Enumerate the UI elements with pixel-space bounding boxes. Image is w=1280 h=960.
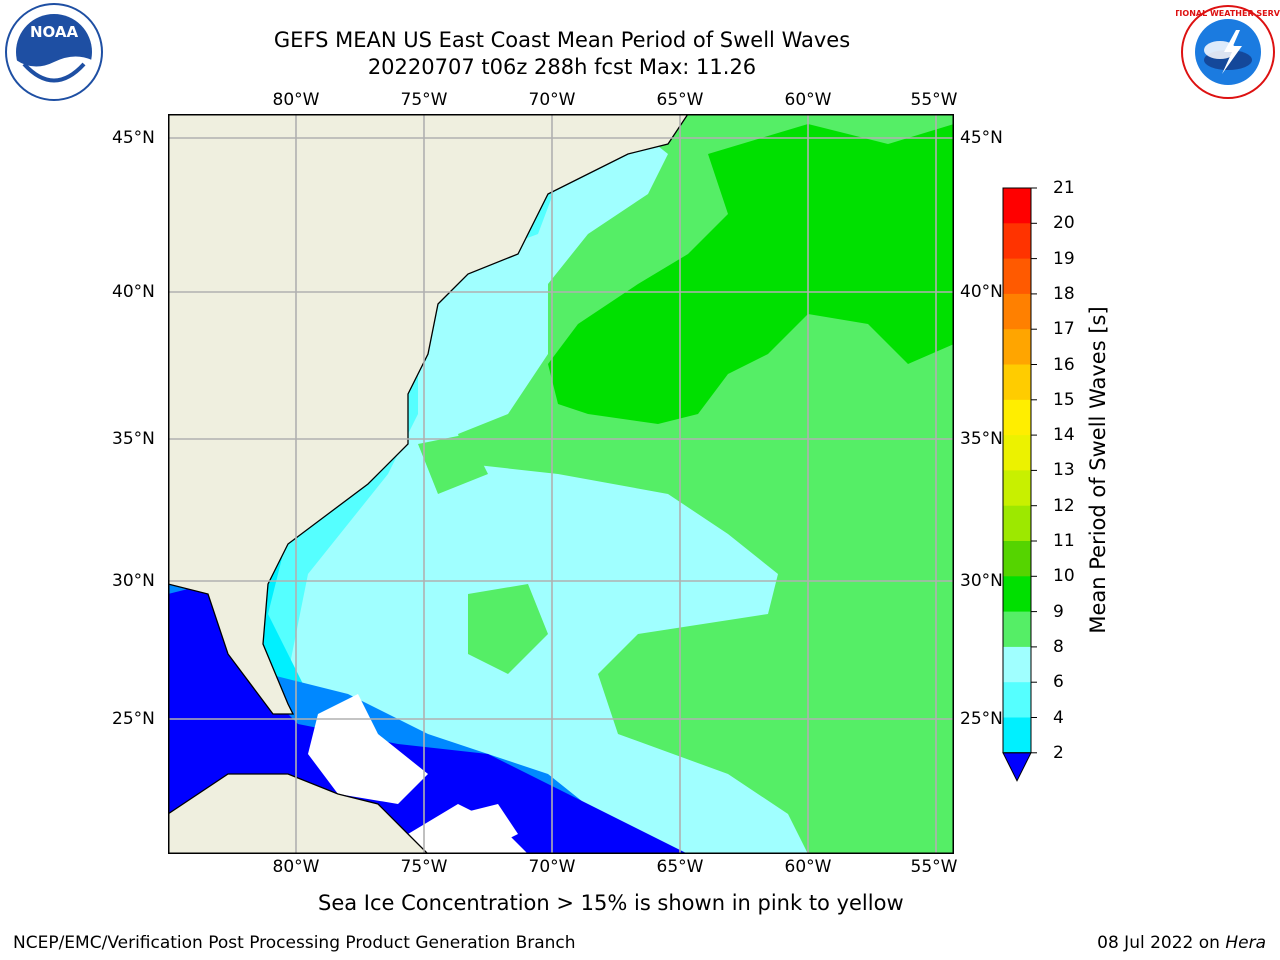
lon-label-top: 80°W [272,90,320,110]
lon-label-top: 75°W [400,90,448,110]
colorbar-band [1003,611,1031,648]
colorbar-tick-label: 11 [1053,531,1075,551]
colorbar-tick-label: 16 [1053,354,1075,375]
colorbar-band [1003,646,1031,683]
lon-label-bottom: 55°W [910,857,958,877]
colorbar-band [1003,399,1031,436]
colorbar-tick-label: 4 [1053,707,1064,728]
lat-label-right: 25°N [960,709,1003,729]
colorbar-tick-label: 9 [1053,601,1064,622]
colorbar-band [1003,364,1031,401]
colorbar-tick-label: 18 [1053,283,1075,304]
lat-label-left: 45°N [112,128,155,148]
colorbar-band [1003,329,1031,365]
colorbar-band [1003,505,1031,542]
footer-date: 08 Jul 2022 on Hera [1097,933,1266,953]
nws-logo-icon[interactable]: NATIONAL WEATHER SERVICE [1176,2,1280,102]
colorbar-band [1003,293,1031,330]
lat-label-left: 35°N [112,429,155,449]
lon-label-top: 60°W [784,90,832,110]
colorbar-tick-label: 15 [1053,389,1075,410]
swell-period-10-11-region [548,124,954,424]
footer-host: Hera [1225,933,1266,953]
footer-credit: NCEP/EMC/Verification Post Processing Pr… [13,933,576,953]
lon-label-bottom: 70°W [528,857,576,877]
colorbar-tick-label: 20 [1053,213,1075,234]
colorbar-tick-label: 21 [1053,178,1075,198]
lat-label-left: 40°N [112,282,155,302]
colorbar-label: Mean Period of Swell Waves [s] [1086,306,1110,634]
lat-label-right: 35°N [960,429,1003,449]
swell-period-map[interactable] [168,114,954,854]
colorbar-band [1003,188,1031,224]
lon-label-bottom: 60°W [784,857,832,877]
colorbar-band [1003,435,1031,471]
lat-label-right: 40°N [960,282,1003,302]
colorbar-tick-label: 17 [1053,319,1075,340]
footer-date-text: 08 Jul 2022 on [1097,933,1226,953]
lat-label-left: 25°N [112,709,155,729]
colorbar-extension [1002,752,1032,782]
colorbar-tick-label: 19 [1053,248,1075,269]
chart-title: GEFS MEAN US East Coast Mean Period of S… [273,28,851,52]
colorbar-tick-label: 14 [1053,425,1075,446]
colorbar-band [1003,541,1031,577]
colorbar-band [1003,470,1031,507]
lat-label-right: 30°N [960,571,1003,591]
lon-label-top: 70°W [528,90,576,110]
colorbar-tick-label: 10 [1053,566,1075,587]
colorbar-tick-label: 8 [1053,636,1064,657]
sea-ice-note: Sea Ice Concentration > 15% is shown in … [318,891,904,915]
colorbar-tick-label: 6 [1053,672,1064,693]
colorbar-band [1003,682,1031,718]
colorbar-band [1003,258,1031,295]
lat-label-left: 30°N [112,571,155,591]
no-data-region [308,694,528,854]
lon-label-bottom: 80°W [272,857,320,877]
colorbar-band [1003,576,1031,613]
colorbar-band [1003,223,1031,260]
colorbar-band [1003,717,1031,754]
colorbar [1002,187,1037,782]
lon-label-bottom: 65°W [656,857,704,877]
colorbar-tick-label: 12 [1053,495,1075,516]
lat-label-right: 45°N [960,128,1003,148]
lon-label-bottom: 75°W [400,857,448,877]
noaa-logo-text: NOAA [30,23,79,41]
map-gridlines [168,114,954,854]
colorbar-tick-label: 2 [1053,742,1064,763]
forecast-subtitle: 20220707 t06z 288h fcst Max: 11.26 [367,55,757,79]
noaa-logo-icon[interactable]: NOAA [4,2,104,102]
land-mass [168,114,689,854]
lon-label-top: 65°W [656,90,704,110]
colorbar-tick-label: 13 [1053,460,1075,481]
lon-label-top: 55°W [910,90,958,110]
nws-logo-text: NATIONAL WEATHER SERVICE [1176,9,1280,18]
